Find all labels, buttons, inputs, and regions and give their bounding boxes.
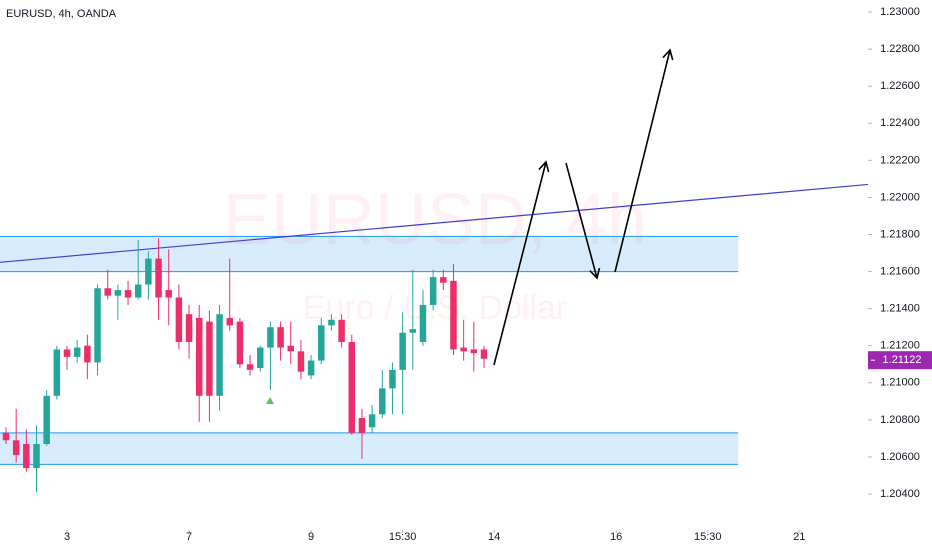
zone	[0, 432, 739, 465]
arrow	[614, 48, 674, 273]
candle-body	[379, 388, 386, 415]
candle-body	[267, 327, 274, 348]
candle-body	[307, 360, 315, 376]
candle-body	[480, 349, 488, 359]
candle-body	[145, 258, 152, 285]
candle-body	[2, 432, 10, 441]
candle-body	[338, 319, 345, 343]
candle-body	[389, 369, 396, 389]
candle-body	[63, 349, 71, 357]
y-tick-label: 1.22800	[880, 43, 920, 55]
x-tick-label: 15:30	[389, 531, 417, 543]
candle-body	[429, 277, 437, 305]
x-tick-label: 3	[64, 531, 70, 543]
candle-body	[246, 364, 254, 370]
candle-body	[419, 304, 427, 343]
candle-body	[236, 321, 244, 365]
candle-body	[195, 317, 203, 396]
signal-marker	[266, 397, 274, 404]
candle-body	[33, 443, 40, 469]
chart-title: EURUSD, 4h, OANDA	[6, 8, 117, 20]
candle-body	[73, 347, 81, 357]
candle-body	[12, 440, 20, 456]
y-tick-label: 1.21000	[880, 377, 920, 389]
candle-body	[328, 319, 335, 326]
candle-body	[440, 277, 447, 283]
y-tick-label: 1.22600	[880, 80, 920, 92]
candle-body	[318, 325, 325, 361]
candle-body	[368, 414, 376, 428]
candle-body	[165, 290, 172, 298]
y-tick-label: 1.21600	[880, 265, 920, 277]
y-tick-label: 1.20400	[880, 488, 920, 500]
candle-body	[460, 347, 467, 352]
arrow	[565, 162, 601, 280]
candle-body	[348, 342, 356, 433]
y-tick-label: 1.22200	[880, 154, 920, 166]
axes: 1.23000 1.22800 1.22600 1.22400 1.22200 1.220…	[64, 6, 932, 543]
plot	[0, 183, 869, 493]
candle-body	[277, 327, 284, 348]
x-tick-label: 9	[308, 531, 314, 543]
y-tick-label: 1.21400	[880, 303, 920, 315]
candle-body	[399, 332, 406, 370]
y-tick-label: 1.22400	[880, 117, 920, 129]
candle-body	[104, 288, 111, 296]
candle-body	[226, 317, 233, 326]
current-price-box	[868, 351, 932, 370]
candle-body	[84, 345, 91, 363]
arrows	[493, 48, 674, 366]
x-tick-label: 21	[793, 531, 805, 543]
x-tick-label: 16	[610, 531, 622, 543]
candle-body	[114, 290, 122, 296]
candle-body	[175, 297, 183, 343]
candle-body	[134, 284, 142, 298]
y-tick-label: 1.20800	[880, 414, 920, 426]
trendline	[0, 183, 869, 263]
current-price-label: 1.21122	[883, 354, 922, 366]
watermark: EURUSD, 4h Euro / U.S. Dollar	[223, 180, 647, 327]
candle-body	[43, 395, 50, 444]
x-tick-label: 7	[186, 531, 192, 543]
x-tick-label: 14	[488, 531, 500, 543]
y-tick-label: 1.20600	[880, 451, 920, 463]
watermark-symbol: EURUSD, 4h	[223, 180, 647, 260]
y-tick-label: 1.21200	[880, 340, 920, 352]
y-tick-label: 1.22000	[880, 191, 920, 203]
candle-body	[409, 329, 417, 333]
candle-body	[155, 258, 162, 298]
candle-body	[256, 347, 264, 368]
candle-body	[450, 280, 457, 350]
candle-body	[216, 314, 223, 396]
zone	[0, 236, 739, 272]
candle-body	[297, 351, 305, 372]
candle-body	[124, 290, 132, 298]
y-tick-label: 1.23000	[880, 6, 920, 18]
y-tick-label: 1.21800	[880, 228, 920, 240]
candle-body	[23, 443, 30, 469]
candle-body	[470, 349, 478, 354]
candle-body	[94, 288, 101, 363]
candle-body	[185, 314, 193, 343]
x-tick-label: 15:30	[694, 531, 722, 543]
candle-body	[206, 321, 213, 396]
candle-body	[287, 345, 295, 352]
candle-body	[53, 349, 61, 396]
candle-body	[358, 418, 366, 433]
arrow	[493, 160, 550, 366]
